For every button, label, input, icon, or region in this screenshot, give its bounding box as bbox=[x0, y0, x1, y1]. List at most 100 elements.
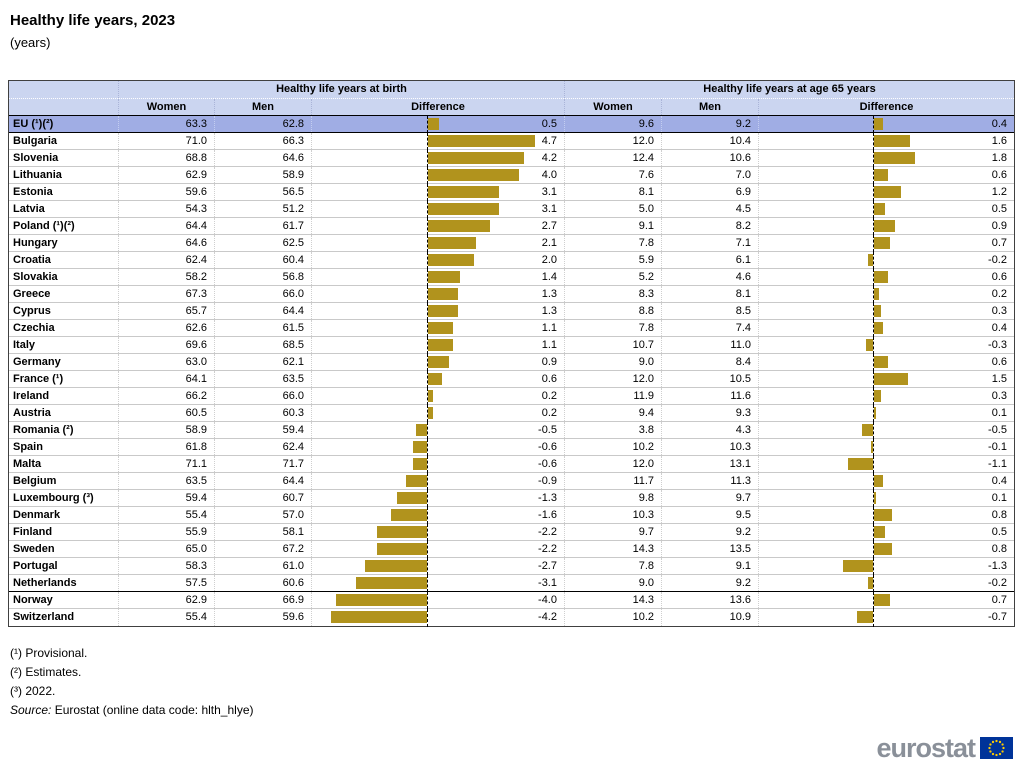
table-row: Czechia 62.6 61.5 1.1 7.8 7.4 0.4 bbox=[9, 320, 1014, 337]
difference-cell: -4.2 bbox=[312, 609, 565, 627]
difference-value: 0.6 bbox=[991, 271, 1007, 283]
difference-cell: 0.2 bbox=[759, 286, 1014, 303]
difference-bar bbox=[428, 135, 535, 147]
country-cell: Portugal bbox=[9, 558, 119, 574]
source-line: Source: Eurostat (online data code: hlth… bbox=[10, 703, 253, 717]
difference-cell: 0.5 bbox=[759, 201, 1014, 218]
difference-cell: 0.5 bbox=[759, 524, 1014, 541]
corner-cell bbox=[9, 99, 119, 115]
zero-line bbox=[427, 150, 428, 167]
difference-cell: -2.7 bbox=[312, 558, 565, 575]
women-value-cell: 60.5 bbox=[119, 405, 215, 421]
women-value-cell: 8.8 bbox=[565, 303, 662, 319]
difference-value: 0.4 bbox=[991, 322, 1007, 334]
difference-cell: -0.3 bbox=[759, 337, 1014, 354]
difference-value: 3.1 bbox=[541, 186, 557, 198]
country-cell: Romania (²) bbox=[9, 422, 119, 438]
zero-line bbox=[427, 252, 428, 269]
country-cell: Norway bbox=[9, 592, 119, 608]
table-row: EU (¹)(²) 63.3 62.8 0.5 9.6 9.2 0.4 bbox=[9, 116, 1014, 133]
difference-cell: 1.4 bbox=[312, 269, 565, 286]
difference-bar bbox=[874, 305, 881, 317]
men-value-cell: 60.4 bbox=[215, 252, 312, 268]
difference-value: -2.7 bbox=[538, 560, 557, 572]
zero-line bbox=[427, 286, 428, 303]
women-value-cell: 8.1 bbox=[565, 184, 662, 200]
zero-line bbox=[873, 354, 874, 371]
country-cell: Sweden bbox=[9, 541, 119, 557]
difference-value: 0.5 bbox=[991, 203, 1007, 215]
col-header-birth-difference: Difference bbox=[312, 99, 565, 115]
men-value-cell: 9.7 bbox=[662, 490, 759, 506]
men-value-cell: 13.1 bbox=[662, 456, 759, 472]
women-value-cell: 9.0 bbox=[565, 575, 662, 591]
healthy-life-years-table: Healthy life years at birth Healthy life… bbox=[8, 80, 1015, 627]
men-value-cell: 61.7 bbox=[215, 218, 312, 234]
corner-cell bbox=[9, 81, 119, 98]
col-header-birth-men: Men bbox=[215, 99, 312, 115]
zero-line bbox=[427, 320, 428, 337]
women-value-cell: 62.9 bbox=[119, 167, 215, 183]
difference-bar bbox=[336, 594, 427, 606]
women-value-cell: 71.0 bbox=[119, 133, 215, 149]
men-value-cell: 56.5 bbox=[215, 184, 312, 200]
table-row: Estonia 59.6 56.5 3.1 8.1 6.9 1.2 bbox=[9, 184, 1014, 201]
column-header-row: Women Men Difference Women Men Differenc… bbox=[9, 98, 1014, 115]
zero-line bbox=[873, 541, 874, 558]
difference-value: 1.4 bbox=[541, 271, 557, 283]
difference-bar bbox=[874, 322, 883, 334]
women-value-cell: 7.6 bbox=[565, 167, 662, 183]
country-cell: Estonia bbox=[9, 184, 119, 200]
difference-cell: 1.2 bbox=[759, 184, 1014, 201]
difference-bar bbox=[428, 390, 433, 402]
difference-bar bbox=[874, 356, 888, 368]
difference-value: 1.1 bbox=[541, 322, 557, 334]
zero-line bbox=[427, 388, 428, 405]
table-row: Hungary 64.6 62.5 2.1 7.8 7.1 0.7 bbox=[9, 235, 1014, 252]
difference-cell: 0.7 bbox=[759, 235, 1014, 252]
difference-bar bbox=[331, 611, 427, 623]
difference-value: -4.2 bbox=[538, 611, 557, 623]
difference-cell: 3.1 bbox=[312, 201, 565, 218]
zero-line bbox=[873, 439, 874, 456]
women-value-cell: 57.5 bbox=[119, 575, 215, 591]
men-value-cell: 6.1 bbox=[662, 252, 759, 268]
country-cell: Luxembourg (³) bbox=[9, 490, 119, 506]
women-value-cell: 62.9 bbox=[119, 592, 215, 608]
difference-cell: 1.8 bbox=[759, 150, 1014, 167]
difference-bar bbox=[428, 169, 519, 181]
group-header-age65: Healthy life years at age 65 years bbox=[703, 83, 876, 95]
difference-cell: -4.0 bbox=[312, 592, 565, 609]
country-cell: Cyprus bbox=[9, 303, 119, 319]
zero-line bbox=[873, 575, 874, 592]
zero-line bbox=[427, 575, 428, 592]
women-value-cell: 3.8 bbox=[565, 422, 662, 438]
zero-line bbox=[427, 592, 428, 609]
difference-bar bbox=[428, 220, 490, 232]
table-row: Germany 63.0 62.1 0.9 9.0 8.4 0.6 bbox=[9, 354, 1014, 371]
men-value-cell: 8.2 bbox=[662, 218, 759, 234]
country-cell: Denmark bbox=[9, 507, 119, 523]
eurostat-logo-text: eurostat bbox=[876, 733, 976, 763]
difference-bar bbox=[365, 560, 427, 572]
difference-value: -0.5 bbox=[538, 424, 557, 436]
difference-value: -0.6 bbox=[538, 441, 557, 453]
women-value-cell: 12.4 bbox=[565, 150, 662, 166]
page-subtitle: (years) bbox=[10, 35, 51, 50]
difference-cell: 1.1 bbox=[312, 320, 565, 337]
table-row: Bulgaria 71.0 66.3 4.7 12.0 10.4 1.6 bbox=[9, 133, 1014, 150]
difference-cell: 0.4 bbox=[759, 116, 1014, 133]
zero-line bbox=[427, 184, 428, 201]
table-row: Slovakia 58.2 56.8 1.4 5.2 4.6 0.6 bbox=[9, 269, 1014, 286]
difference-bar bbox=[874, 475, 883, 487]
women-value-cell: 9.4 bbox=[565, 405, 662, 421]
difference-value: 2.1 bbox=[541, 237, 557, 249]
country-cell: Hungary bbox=[9, 235, 119, 251]
women-value-cell: 5.2 bbox=[565, 269, 662, 285]
difference-value: 4.0 bbox=[541, 169, 557, 181]
women-value-cell: 62.6 bbox=[119, 320, 215, 336]
difference-cell: -2.2 bbox=[312, 524, 565, 541]
difference-cell: 0.8 bbox=[759, 507, 1014, 524]
difference-value: 0.5 bbox=[991, 526, 1007, 538]
difference-bar bbox=[428, 203, 499, 215]
